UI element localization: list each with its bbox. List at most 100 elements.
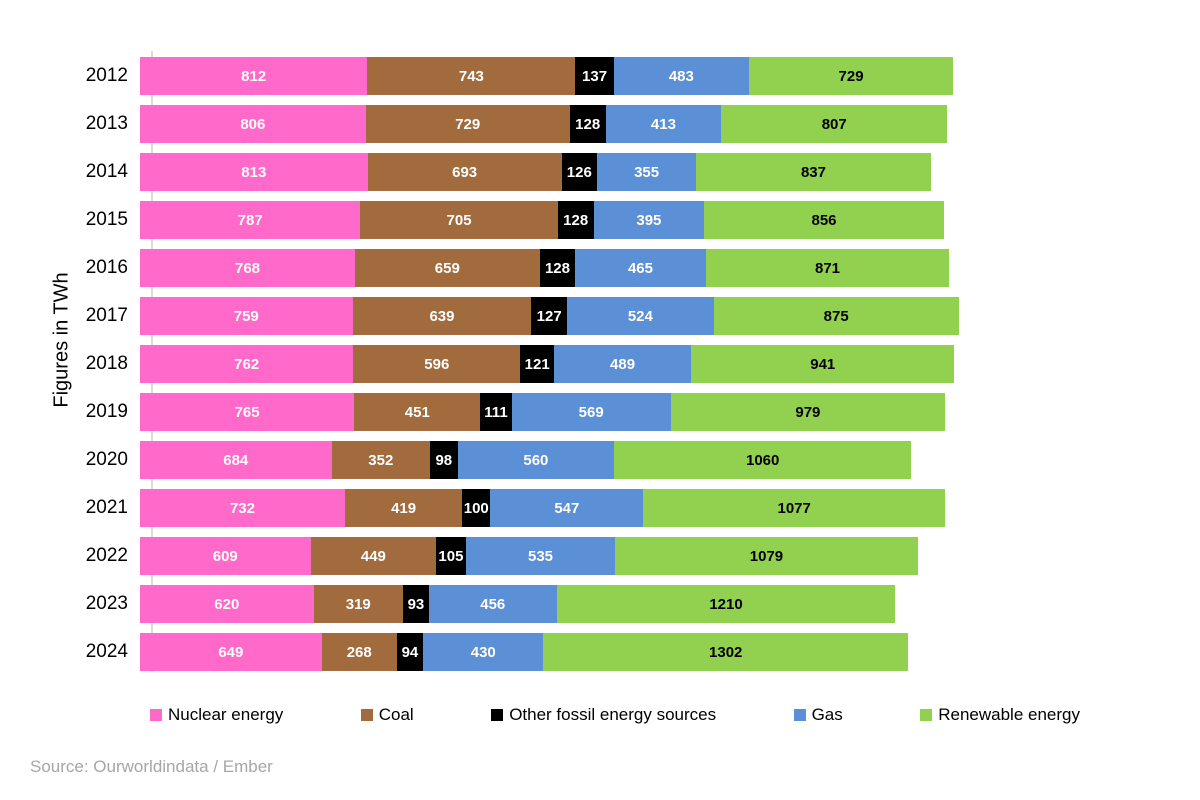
legend-swatch-icon — [491, 709, 504, 721]
year-tick-label: 2013 — [85, 113, 128, 134]
bar-segment: 395 — [593, 201, 705, 239]
stacked-bar: 806 729 128 413 807 — [140, 105, 948, 143]
bar-segment: 743 — [367, 57, 576, 95]
bar-segment: 1302 — [543, 633, 908, 671]
bar-segment: 875 — [713, 297, 959, 335]
legend-swatch-icon — [150, 709, 162, 721]
bar-segment: 762 — [140, 345, 354, 383]
bar-segment: 547 — [490, 489, 644, 527]
bar-segment: 560 — [457, 441, 615, 479]
bar-segment: 856 — [704, 201, 944, 239]
bar-segment: 121 — [520, 345, 555, 383]
bar-segment: 729 — [365, 105, 570, 143]
bar-segment: 596 — [353, 345, 521, 383]
bar-segment: 569 — [511, 393, 671, 431]
legend: Nuclear energy Coal Other fossil energy so… — [150, 705, 1080, 725]
bar-segment: 768 — [140, 249, 356, 287]
bar-segment: 693 — [367, 153, 562, 191]
bar-segment: 483 — [613, 57, 749, 95]
bar-segment: 659 — [355, 249, 540, 287]
bar-segment: 620 — [140, 585, 314, 623]
bar-segment: 419 — [344, 489, 463, 527]
bar-segment: 1210 — [556, 585, 896, 623]
bar-segment: 732 — [140, 489, 345, 527]
bar-segment: 100 — [462, 489, 491, 527]
legend-swatch-icon — [793, 709, 806, 721]
year-tick-label: 2015 — [85, 209, 128, 230]
bar-segment: 807 — [721, 105, 948, 143]
bar-segment: 111 — [480, 393, 512, 431]
legend-swatch-icon — [920, 709, 933, 721]
stacked-bar: 609 449 105 535 1079 — [140, 537, 918, 575]
legend-label: Other fossil energy sources — [509, 705, 717, 724]
bar-segment: 759 — [140, 297, 353, 335]
legend-item: Coal — [360, 705, 414, 725]
year-tick-label: 2021 — [85, 497, 128, 518]
bar-segment: 355 — [596, 153, 697, 191]
bar-segment: 489 — [554, 345, 692, 383]
legend-label: Coal — [378, 705, 414, 724]
bar-segment: 806 — [140, 105, 366, 143]
bar-segment: 812 — [140, 57, 368, 95]
bar-segment: 1060 — [614, 441, 912, 479]
stacked-bar: 620 319 93 456 1210 — [140, 585, 896, 623]
stacked-bar: 768 659 128 465 871 — [140, 249, 950, 287]
chart-row: 2022 609 449 105 535 1079 — [0, 532, 1200, 580]
chart-row: 2021 732 419 100 547 1077 — [0, 484, 1200, 532]
bar-segment: 449 — [310, 537, 437, 575]
chart-row: 2019 765 451 111 569 979 — [0, 388, 1200, 436]
bar-segment: 941 — [691, 345, 955, 383]
bar-segment: 126 — [561, 153, 597, 191]
bar-segment: 137 — [575, 57, 614, 95]
chart-row: 2017 759 639 127 524 875 — [0, 292, 1200, 340]
bar-segment: 1079 — [615, 537, 918, 575]
year-tick-label: 2017 — [85, 305, 128, 326]
stacked-bar: 732 419 100 547 1077 — [140, 489, 945, 527]
stacked-bar: 787 705 128 395 856 — [140, 201, 944, 239]
bar-segment: 649 — [140, 633, 322, 671]
year-tick-label: 2019 — [85, 401, 128, 422]
bar-segment: 813 — [140, 153, 368, 191]
year-tick-label: 2023 — [85, 593, 128, 614]
bar-segment: 94 — [396, 633, 424, 671]
bar-segment: 609 — [140, 537, 311, 575]
bar-segment: 535 — [465, 537, 616, 575]
chart-row: 2016 768 659 128 465 871 — [0, 244, 1200, 292]
bar-segment: 430 — [423, 633, 544, 671]
legend-label: Gas — [811, 705, 843, 724]
bar-segment: 465 — [575, 249, 706, 287]
year-tick-label: 2018 — [85, 353, 128, 374]
bar-segment: 837 — [696, 153, 931, 191]
bar-segment: 979 — [670, 393, 945, 431]
bar-segment: 413 — [605, 105, 722, 143]
legend-label: Nuclear energy — [168, 705, 284, 724]
bar-segment: 128 — [569, 105, 606, 143]
chart-row: 2012 812 743 137 483 729 — [0, 52, 1200, 100]
legend-swatch-icon — [360, 709, 373, 721]
bar-segment: 128 — [539, 249, 576, 287]
bar-segment: 93 — [402, 585, 429, 623]
year-tick-label: 2024 — [85, 641, 128, 662]
stacked-bar: 684 352 98 560 1060 — [140, 441, 912, 479]
bar-segment: 352 — [331, 441, 431, 479]
year-tick-label: 2014 — [85, 161, 128, 182]
bar-segment: 765 — [140, 393, 355, 431]
stacked-bar: 813 693 126 355 837 — [140, 153, 931, 191]
year-tick-label: 2022 — [85, 545, 128, 566]
stacked-bar: 762 596 121 489 941 — [140, 345, 955, 383]
bar-segment: 787 — [140, 201, 361, 239]
bar-segment: 639 — [352, 297, 532, 335]
stacked-bar: 812 743 137 483 729 — [140, 57, 954, 95]
bar-segment: 524 — [566, 297, 714, 335]
chart-row: 2020 684 352 98 560 1060 — [0, 436, 1200, 484]
bar-segment: 105 — [436, 537, 466, 575]
legend-item: Nuclear energy — [150, 705, 283, 725]
chart-row: 2018 762 596 121 489 941 — [0, 340, 1200, 388]
year-tick-label: 2016 — [85, 257, 128, 278]
bar-segment: 456 — [428, 585, 557, 623]
chart-row: 2015 787 705 128 395 856 — [0, 196, 1200, 244]
year-tick-label: 2012 — [85, 65, 128, 86]
chart-row: 2024 649 268 94 430 1302 — [0, 628, 1200, 676]
legend-item: Gas — [793, 705, 843, 725]
